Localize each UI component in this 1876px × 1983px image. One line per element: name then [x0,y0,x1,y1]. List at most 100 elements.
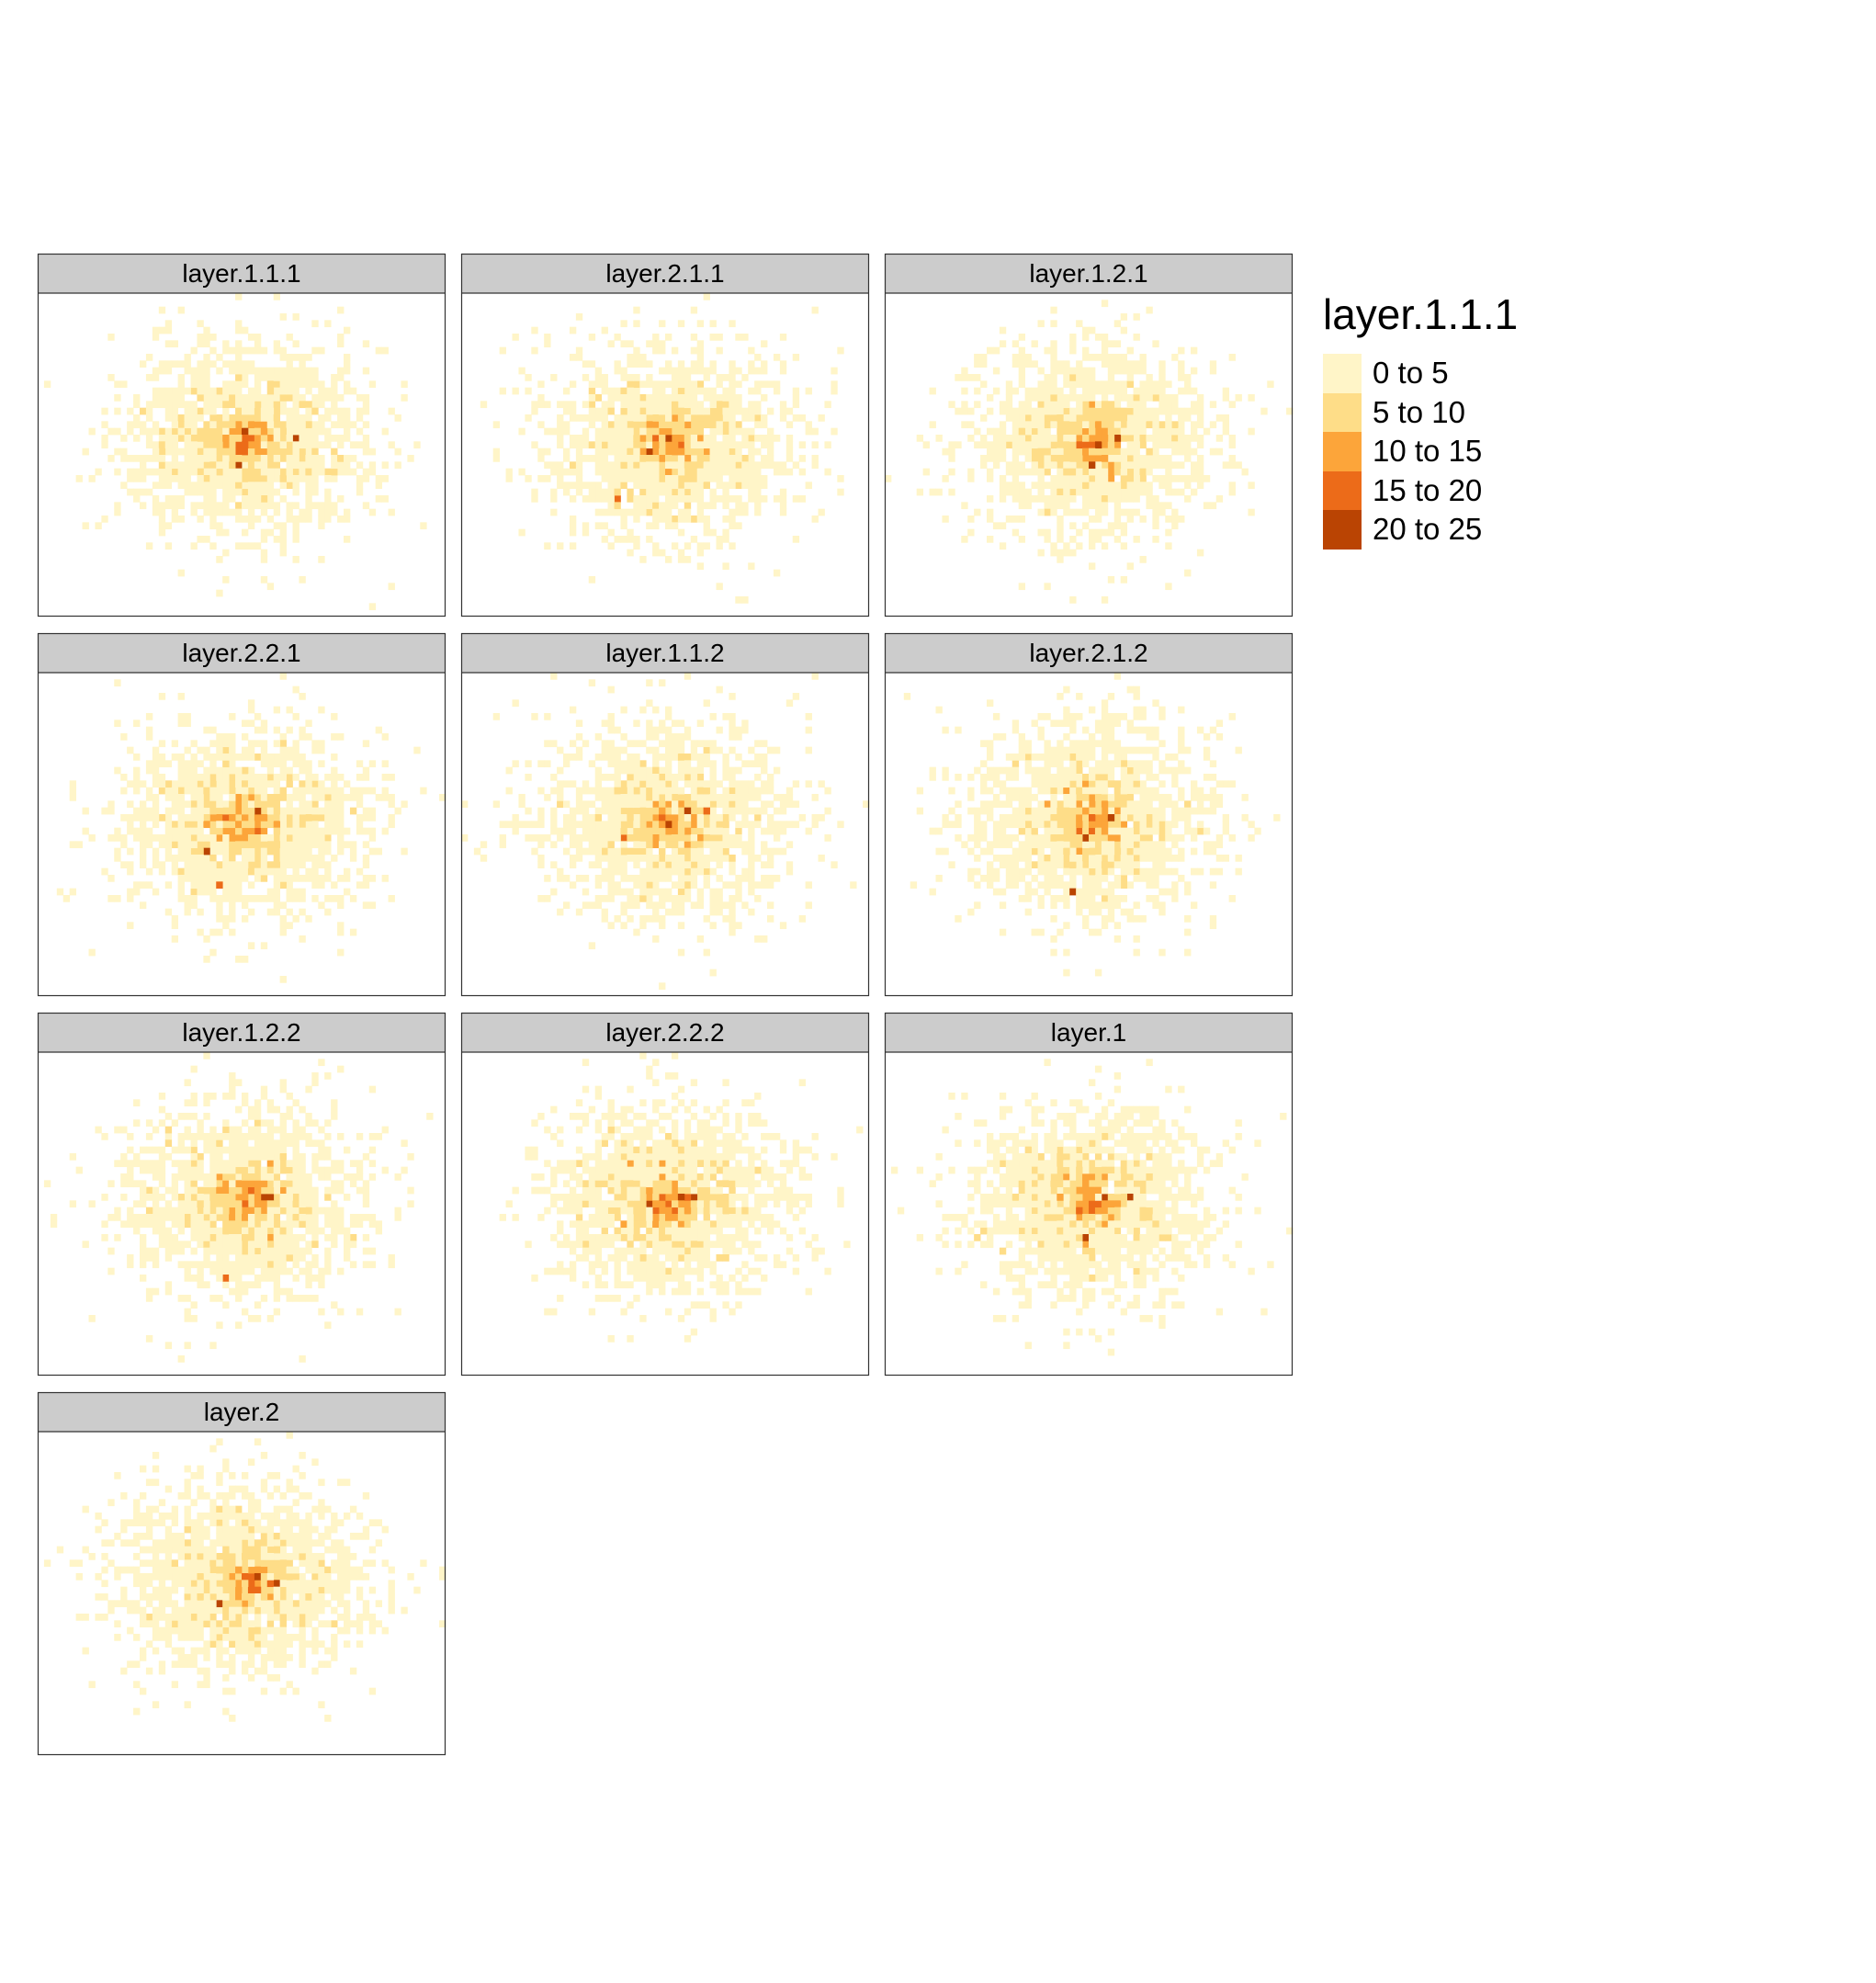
raster-cell [569,495,577,503]
raster-cell [254,1180,262,1188]
raster-cell [1152,901,1159,910]
raster-cell [1196,800,1204,809]
raster-cell [299,766,306,775]
raster-cell [197,475,204,482]
raster-cell [627,421,634,429]
raster-cell [388,407,395,415]
raster-cell [480,401,488,409]
raster-cell [967,794,975,801]
raster-cell [1024,488,1032,496]
raster-cell [254,482,262,490]
raster-cell [1146,448,1153,456]
raster-cell [646,895,653,902]
raster-cell [203,774,210,781]
raster-cells [56,673,446,983]
raster-cell [942,847,949,856]
raster-cell [299,875,306,882]
raster-cell [164,441,173,449]
raster-cell [754,502,762,510]
raster-cell [1082,774,1090,781]
raster-cell [305,1214,312,1221]
raster-cell [229,780,236,788]
raster-cell [1037,475,1045,482]
raster-cell [748,360,755,368]
raster-cell [665,448,672,456]
raster-cell [1113,354,1122,361]
raster-cell [741,502,749,510]
raster-cell [659,427,666,436]
raster-cell [356,787,364,795]
raster-cell [665,441,672,449]
raster-cell [987,536,994,543]
raster-cell [145,468,153,476]
raster-cell [190,1234,198,1241]
raster-cell [1089,740,1096,748]
raster-cell [767,847,774,856]
raster-cell [1011,468,1020,476]
raster-cell [729,414,736,422]
raster-cell [1222,387,1230,395]
raster-cell [1031,455,1038,462]
raster-cell [1101,394,1109,402]
raster-cell [1018,746,1026,754]
raster-cell [1209,360,1217,368]
raster-cell [607,435,615,442]
raster-cell [665,461,672,470]
raster-cell [729,774,736,781]
raster-cell [761,760,768,768]
raster-cell [761,780,768,788]
raster-cell [696,502,705,510]
raster-cell [1082,441,1090,449]
raster-cell [659,441,666,449]
raster-cell [1011,461,1020,470]
raster-cell [569,441,577,449]
raster-cell [505,766,513,775]
raster-cell [279,834,287,842]
raster-cell [1171,435,1179,442]
raster-cell [492,800,501,809]
raster-cell [607,713,615,720]
raster-cell [222,461,230,470]
raster-cell [171,360,179,368]
raster-cell [260,461,268,470]
raster-cell [677,807,685,815]
raster-cell [716,827,723,835]
raster-cell [388,441,395,449]
raster-cell [305,915,312,923]
raster-cell [1191,780,1198,788]
raster-cell [677,881,685,890]
raster-cell [1094,861,1102,869]
raster-cell [1126,861,1134,869]
raster-cell [633,787,640,795]
raster-cell [639,821,647,829]
raster-cell [684,414,692,422]
raster-cell [684,468,692,476]
raster-cell [368,834,377,842]
raster-cell [260,441,268,449]
raster-cell [407,1153,414,1161]
raster-cell [1171,427,1179,436]
raster-cell [1146,881,1153,890]
raster-cell [557,401,564,409]
raster-cell [703,754,710,761]
raster-cell [222,421,230,429]
raster-cell [1050,720,1057,728]
raster-cell [955,441,962,449]
raster-cell [703,861,710,869]
raster-cell [1191,834,1198,842]
raster-cell [1139,421,1147,429]
raster-cell [216,787,223,795]
raster-cell [627,508,634,516]
raster-cell [992,834,1000,842]
raster-cell [292,516,299,523]
raster-cell [1203,847,1211,856]
raster-cell [703,502,710,510]
raster-cell [1101,807,1109,815]
raster-cell [324,407,332,415]
raster-cell [266,774,275,781]
raster-cell [601,720,608,728]
raster-cell [1094,834,1102,842]
raster-cell [684,394,692,402]
raster-cell [639,760,647,768]
raster-cell [190,387,198,395]
